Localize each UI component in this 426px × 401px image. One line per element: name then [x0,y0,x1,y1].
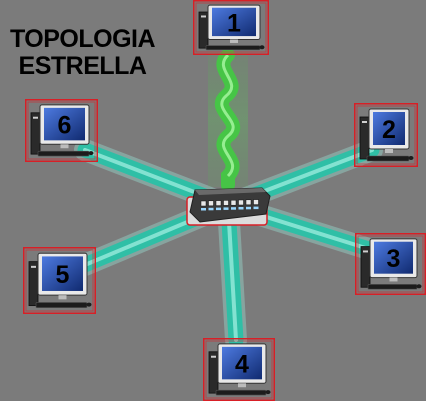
computer-keyboard-1 [205,45,261,51]
signal-beam [208,48,248,192]
cable-highlight-4 [226,203,238,342]
computer-frame-1 [193,0,269,55]
computer-mouse-2 [408,156,414,160]
computer-1: 1 [193,0,269,55]
computer-tower-drive-2 [362,121,367,123]
computer-stand-5 [58,295,67,300]
computers: 1 2 3 4 5 6 [23,0,426,401]
computer-tower-drive-1 [201,15,206,18]
computer-frame-5 [23,247,96,314]
switch-led-4 [223,207,229,210]
computer-keyboard-2 [366,155,410,162]
computer-mouse-3 [416,284,422,289]
switch-led-5 [231,207,236,210]
computer-5: 5 [23,247,96,314]
computer-keyboard-4 [215,389,267,396]
computer-screen-4 [222,346,262,380]
computer-tower-6 [30,112,41,155]
computer-stand-4 [238,383,246,388]
computer-frame-inner-2 [356,105,416,165]
computer-tower-drive-4 [211,355,216,358]
computer-frame-inner-6 [27,101,96,160]
computer-frame-4 [203,338,275,401]
computer-label-6: 6 [58,112,72,140]
computer-tower-3 [360,246,371,288]
computer-stand-6 [60,144,69,149]
computer-tower-drive-3 [363,250,368,253]
switch-led-8 [253,206,259,210]
computer-4: 4 [203,338,275,401]
switch-port-2 [208,200,214,207]
computer-screen-3 [374,241,413,274]
computer-frame-6 [25,99,98,162]
switch-port-1 [200,200,207,207]
computer-label-2: 2 [382,116,396,144]
title-line-2: ESTRELLA [18,52,147,80]
switch-port-3 [215,200,222,206]
computer-tower-2 [359,116,370,160]
switch-port-8 [253,199,259,205]
computer-frame-inner-4 [205,340,273,399]
computer-keyboard-3 [367,284,418,290]
diagram-title: TOPOLOGIA ESTRELLA [0,26,165,80]
computer-screen-5 [42,256,83,291]
computer-label-3: 3 [387,245,401,273]
computer-6: 6 [25,99,98,162]
computer-frame-inner-1 [195,2,267,53]
switch-led-1 [201,208,206,211]
computer-mouse-6 [88,151,94,156]
switch-led-3 [216,207,221,211]
computer-tower-drive-6 [33,116,38,119]
switch-port-7 [245,199,252,206]
computer-stand-3 [389,277,398,282]
title-line-1: TOPOLOGIA [9,25,156,53]
computer-screen-2 [373,112,405,145]
computer-frame-2 [354,103,418,167]
computer-2: 2 [354,103,418,167]
computer-frame-inner-5 [25,249,94,312]
computer-tower-4 [208,351,219,394]
computer-screen-1 [212,7,256,37]
computer-mouse-5 [86,302,92,307]
switch-led-7 [246,206,251,210]
computer-mouse-4 [265,390,271,395]
switch-top [195,188,266,195]
computer-screen-6 [44,107,85,141]
computer-3: 3 [355,233,426,295]
network-switch-icon [186,187,271,226]
switch-port-6 [238,199,244,206]
switch-port-4 [223,200,229,206]
signal-wave-core [220,53,235,178]
computer-frame-3 [355,233,426,295]
computer-label-4: 4 [235,351,249,379]
computer-stand-2 [385,149,393,153]
computer-frame-inner-3 [357,235,424,293]
switch-led-2 [208,207,214,211]
switch-led-6 [238,207,244,210]
computer-tower-drive-5 [31,265,36,268]
computer-keyboard-5 [35,302,88,309]
computer-tower-5 [28,261,39,307]
computer-stand-1 [230,39,238,43]
switch-port-5 [230,199,237,206]
computer-keyboard-6 [37,150,90,157]
computer-label-5: 5 [56,261,70,289]
computer-mouse-1 [259,45,265,50]
computer-label-1: 1 [227,9,241,37]
